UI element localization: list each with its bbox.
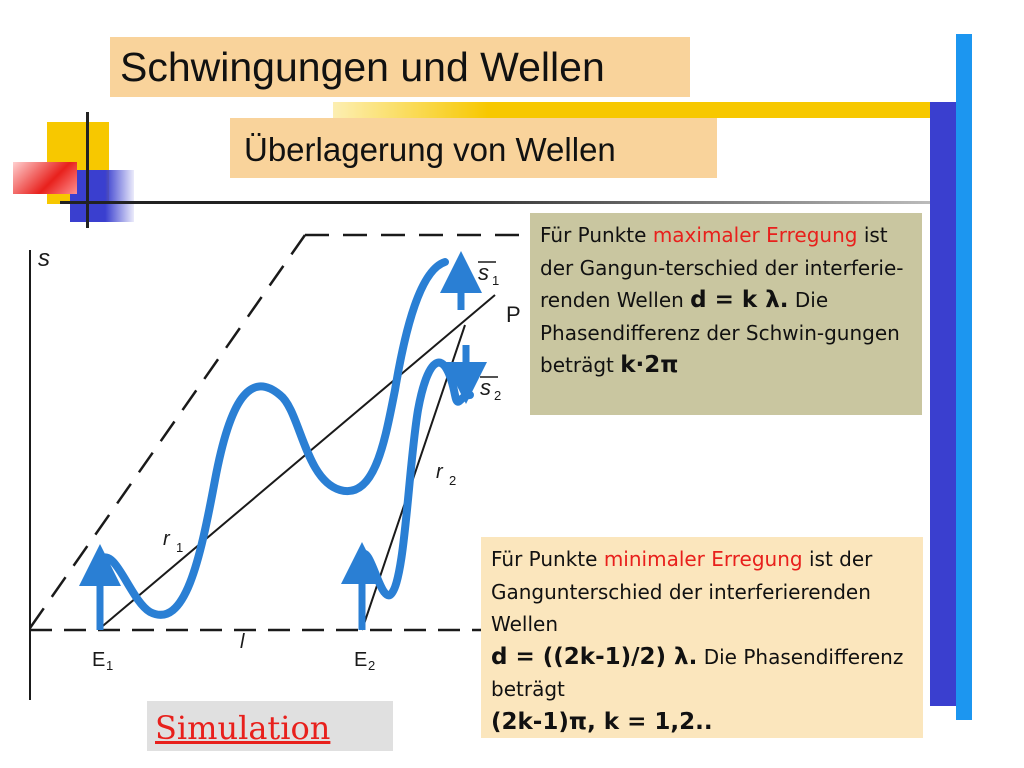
emitter-label-e2: E bbox=[354, 649, 367, 671]
emitter-label-e1-sub: 1 bbox=[106, 658, 113, 673]
distance-label: l bbox=[240, 631, 245, 653]
point-label: P bbox=[506, 302, 521, 327]
ray-label-r1: r bbox=[163, 528, 171, 550]
wave-1 bbox=[96, 258, 449, 619]
ray-label-r2: r bbox=[436, 461, 444, 483]
ray-r1 bbox=[97, 294, 496, 631]
page-title: Schwingungen und Wellen bbox=[110, 37, 690, 97]
box-max-text-3: ist der Gangun-terschied der interferie-… bbox=[540, 223, 904, 312]
deco-horizontal-rule bbox=[60, 201, 930, 204]
box-max-phase: k·2π bbox=[620, 352, 679, 378]
box-max-text-5: Die Phasendifferenz der Schwin-gungen be… bbox=[540, 288, 900, 377]
box-min-formula: d = ((2k-1)/2) λ. bbox=[491, 643, 698, 670]
emitter-label-e1: E bbox=[92, 649, 105, 671]
vector-label-s1: s bbox=[478, 260, 489, 285]
box-max-highlight: maximaler Erregung bbox=[652, 223, 858, 247]
deco-vertical-line bbox=[86, 112, 89, 228]
maximum-excitation-box: Für Punkte maximaler Erregung ist der Ga… bbox=[530, 213, 922, 415]
ray-label-r1-sub: 1 bbox=[176, 540, 183, 555]
minimum-excitation-box: Für Punkte minimaler Erregung ist der Ga… bbox=[481, 537, 923, 738]
deco-blue-column bbox=[930, 102, 956, 706]
axis-label: s bbox=[38, 245, 50, 272]
box-min-text-5: Die Phasendifferenz beträgt bbox=[491, 644, 904, 702]
box-min-phase: (2k-1)π, k = 1,2.. bbox=[491, 708, 713, 735]
box-max-formula: d = k λ. bbox=[690, 287, 789, 313]
box-max-text-1: Für Punkte bbox=[540, 223, 653, 247]
envelope-dashed-left bbox=[28, 234, 307, 629]
vector-label-s2-sub: 2 bbox=[494, 388, 501, 403]
box-min-text-3: ist der Gangunterschied der interferiere… bbox=[491, 547, 873, 636]
deco-lightblue-column bbox=[956, 34, 972, 720]
box-min-text-1: Für Punkte bbox=[491, 547, 604, 571]
deco-red-square bbox=[13, 162, 77, 194]
vector-label-s1-sub: 1 bbox=[492, 273, 499, 288]
deco-yellow-bar bbox=[333, 102, 955, 118]
vector-label-s2: s bbox=[480, 375, 491, 400]
emitter-label-e2-sub: 2 bbox=[368, 658, 375, 673]
page-subtitle: Überlagerung von Wellen bbox=[230, 118, 717, 178]
deco-blue-square bbox=[70, 170, 134, 222]
ray-label-r2-sub: 2 bbox=[449, 473, 456, 488]
box-min-highlight: minimaler Erregung bbox=[603, 547, 803, 571]
simulation-link[interactable]: Simulation bbox=[147, 701, 393, 751]
